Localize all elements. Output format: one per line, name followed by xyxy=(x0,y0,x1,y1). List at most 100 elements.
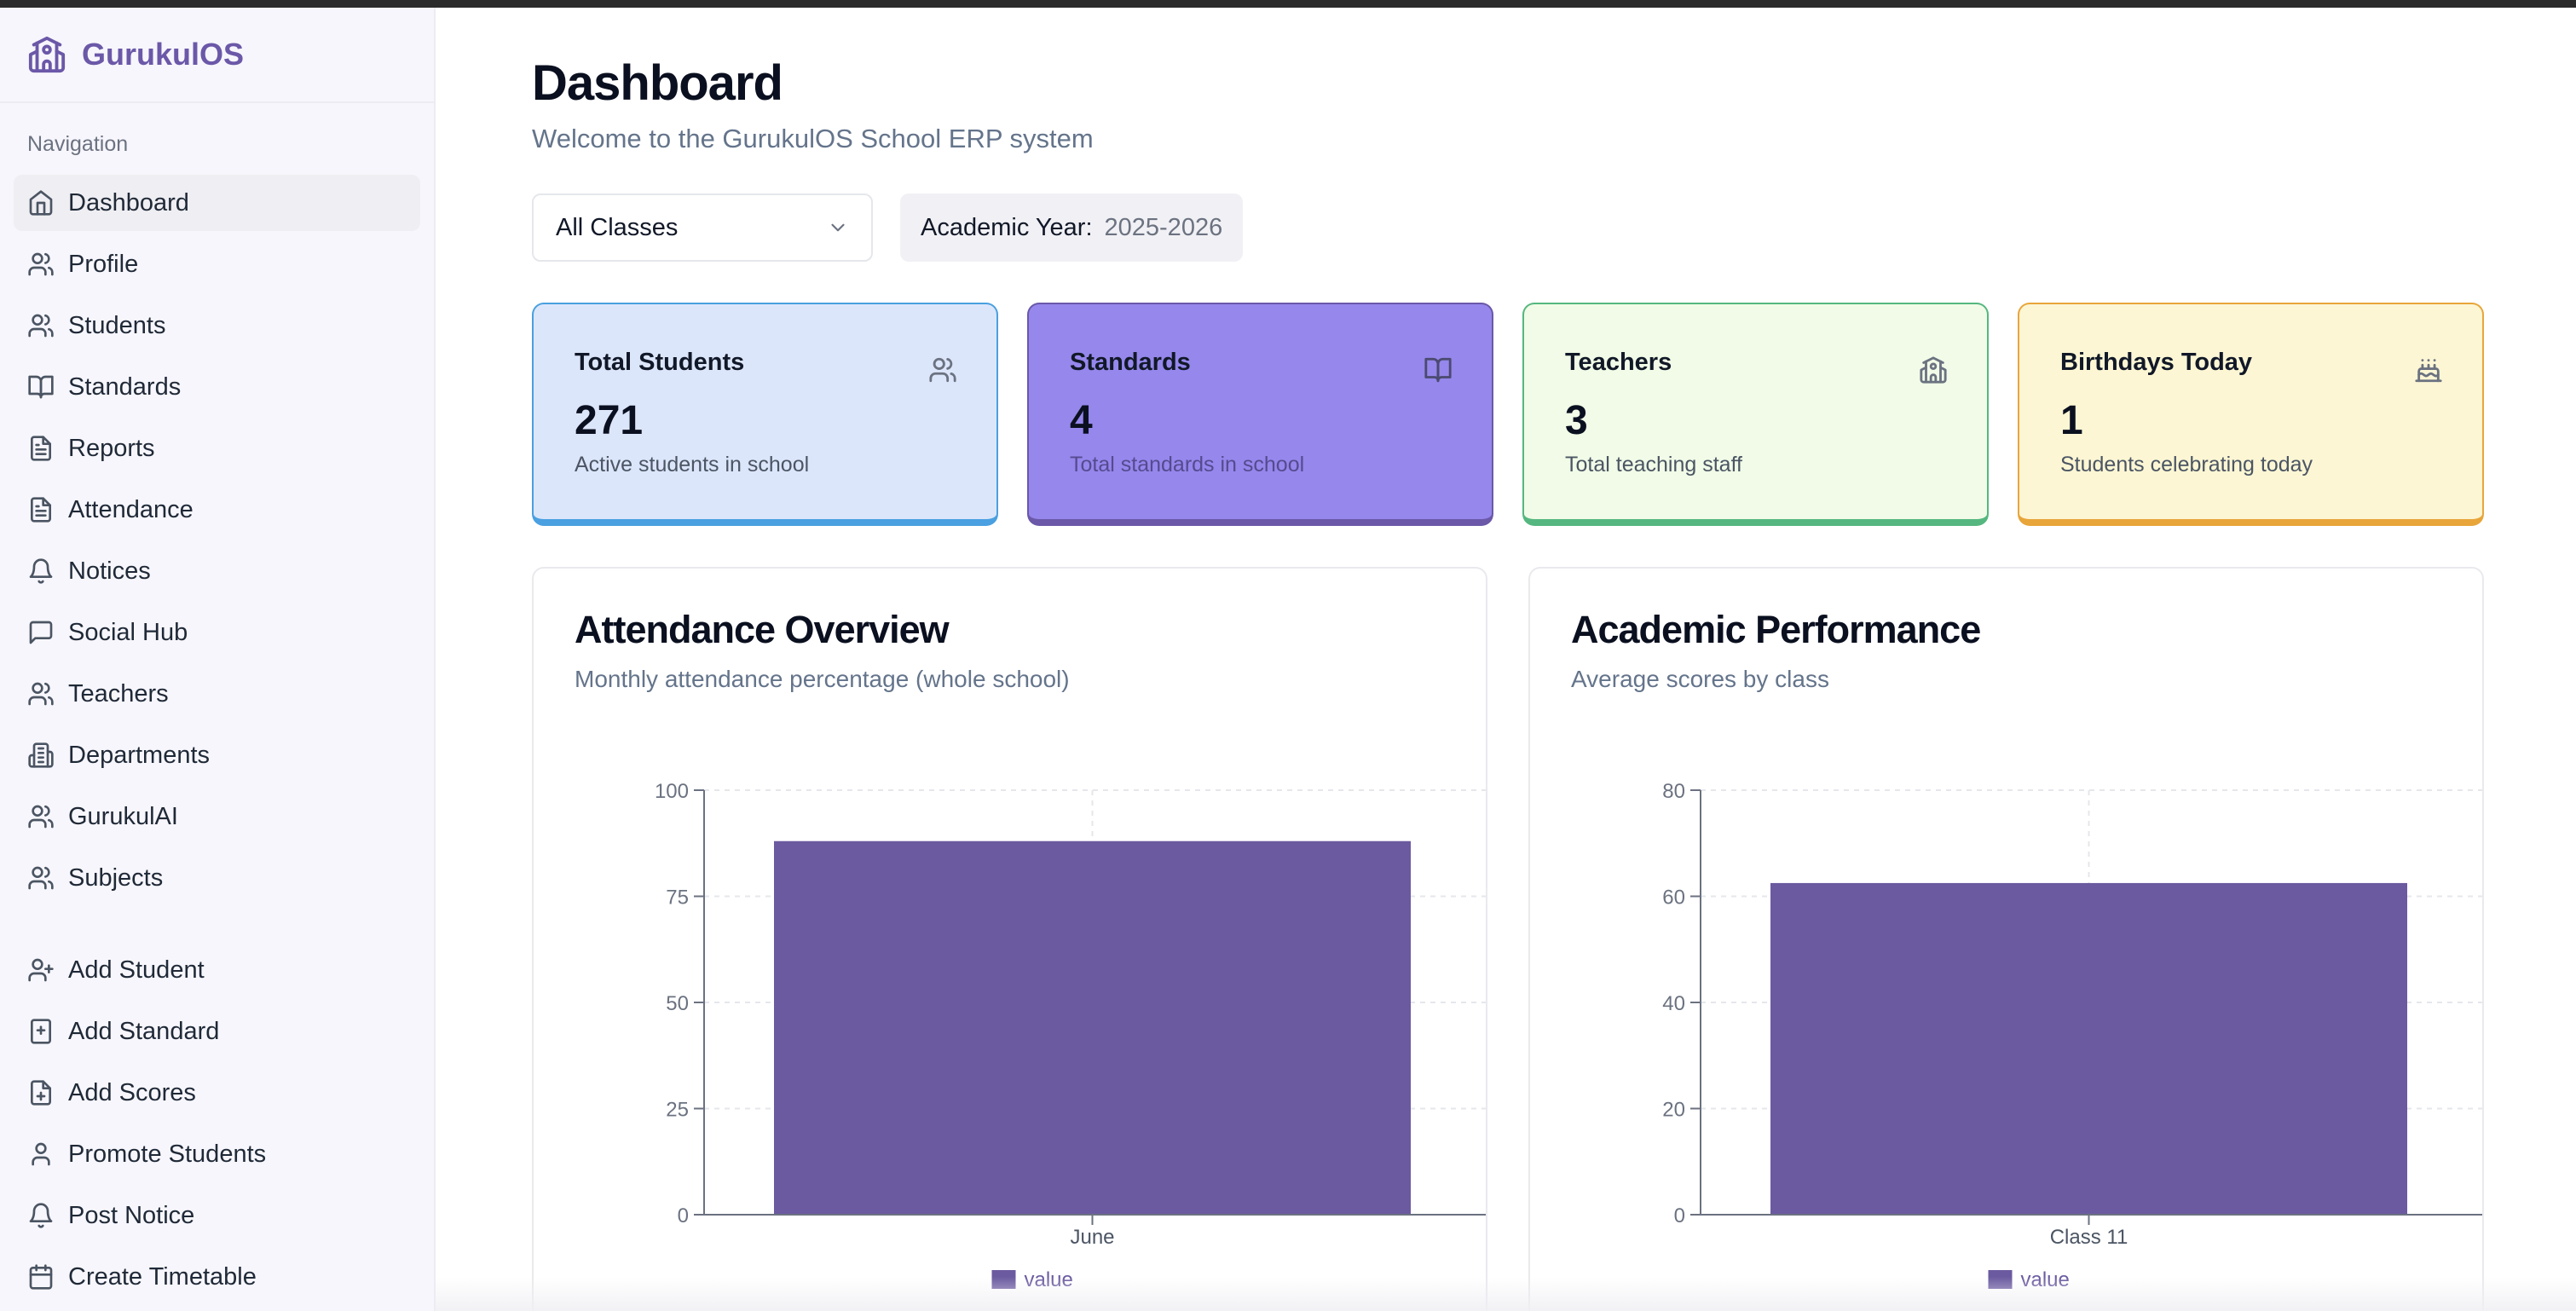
users-icon xyxy=(27,680,55,707)
users-icon xyxy=(928,355,957,384)
sidebar-item-post-notice[interactable]: Post Notice xyxy=(14,1187,420,1244)
sidebar-item-label: Create Timetable xyxy=(68,1262,257,1291)
sidebar-item-attendance[interactable]: Attendance xyxy=(14,482,420,538)
book-plus-icon xyxy=(27,1018,55,1045)
book-open-icon xyxy=(27,373,55,401)
class-select-value: All Classes xyxy=(556,213,679,241)
academic-year-value: 2025-2026 xyxy=(1104,213,1223,241)
sidebar-item-profile[interactable]: Profile xyxy=(14,236,420,292)
sidebar-item-standards[interactable]: Standards xyxy=(14,359,420,415)
chart-title: Academic Performance xyxy=(1571,608,1981,651)
nav-divider xyxy=(14,911,420,942)
sidebar-item-departments[interactable]: Departments xyxy=(14,727,420,783)
users-icon xyxy=(27,312,55,339)
filters-bar: All Classes Academic Year: 2025-2026 xyxy=(532,193,2484,262)
calendar-icon xyxy=(27,1263,55,1291)
performance-chart-panel: Academic Performance Average scores by c… xyxy=(1528,567,2484,1311)
sidebar-item-label: Students xyxy=(68,311,166,339)
sidebar-item-create-timetable[interactable]: Create Timetable xyxy=(14,1249,420,1305)
sidebar-item-label: Profile xyxy=(68,250,139,278)
user-plus-icon xyxy=(27,956,55,984)
stat-card-title: Birthdays Today xyxy=(2060,349,2253,376)
stat-card-birthdays[interactable]: Birthdays Today 1 Students celebrating t… xyxy=(2018,303,2484,526)
sidebar-item-add-standard[interactable]: Add Standard xyxy=(14,1003,420,1060)
sidebar-item-dashboard[interactable]: Dashboard xyxy=(14,175,420,231)
stat-card-value: 4 xyxy=(1070,398,1093,443)
sidebar-item-add-scores[interactable]: Add Scores xyxy=(14,1065,420,1121)
file-plus-icon xyxy=(27,1079,55,1106)
sidebar-item-social-hub[interactable]: Social Hub xyxy=(14,604,420,661)
stat-card-standards[interactable]: Standards 4 Total standards in school xyxy=(1027,303,1493,526)
sidebar-item-notices[interactable]: Notices xyxy=(14,543,420,599)
brand-name: GurukulOS xyxy=(82,37,245,72)
sidebar-item-subjects[interactable]: Subjects xyxy=(14,850,420,906)
legend-label[interactable]: value xyxy=(1025,1268,1073,1291)
attendance-chart-panel: Attendance Overview Monthly attendance p… xyxy=(532,567,1487,1311)
stat-card-title: Total Students xyxy=(575,349,745,376)
brand[interactable]: GurukulOS xyxy=(0,8,434,103)
class-select[interactable]: All Classes xyxy=(532,193,873,262)
sidebar-item-label: Add Student xyxy=(68,956,205,984)
sidebar-item-label: Add Scores xyxy=(68,1078,196,1106)
stat-card-teachers[interactable]: Teachers 3 Total teaching staff xyxy=(1522,303,1989,526)
stat-card-value: 1 xyxy=(2060,398,2083,443)
main-content: Dashboard Welcome to the GurukulOS Schoo… xyxy=(532,8,2484,1311)
nav-list: Dashboard Profile Students Standards Reports… xyxy=(0,175,434,1305)
page-subtitle: Welcome to the GurukulOS School ERP syst… xyxy=(532,124,1094,153)
sidebar-item-label: Social Hub xyxy=(68,618,188,646)
sidebar-item-label: Add Standard xyxy=(68,1017,220,1045)
nav-heading: Navigation xyxy=(27,132,129,156)
stat-card-desc: Total teaching staff xyxy=(1565,453,1743,476)
sidebar-item-label: Standards xyxy=(68,373,182,401)
y-tick-label: 100 xyxy=(655,780,689,803)
y-tick-label: 75 xyxy=(666,887,689,910)
building-icon xyxy=(27,742,55,769)
sidebar-item-students[interactable]: Students xyxy=(14,297,420,354)
stat-card-value: 271 xyxy=(575,398,644,443)
book-open-icon xyxy=(1424,355,1453,384)
y-tick-label: 25 xyxy=(666,1099,689,1122)
sidebar-item-reports[interactable]: Reports xyxy=(14,420,420,476)
stat-card-desc: Active students in school xyxy=(575,453,810,476)
bar[interactable] xyxy=(773,840,1412,1215)
sidebar-item-label: Post Notice xyxy=(68,1201,195,1229)
user-icon xyxy=(27,1141,55,1168)
sidebar-item-promote-students[interactable]: Promote Students xyxy=(14,1126,420,1182)
sidebar-item-label: Teachers xyxy=(68,679,169,707)
stat-card-value: 3 xyxy=(1565,398,1588,443)
sidebar-item-label: GurukulAI xyxy=(68,802,178,830)
stat-card-desc: Total standards in school xyxy=(1070,453,1305,476)
sidebar-item-gurukulai[interactable]: GurukulAI xyxy=(14,788,420,845)
stat-card-title: Teachers xyxy=(1565,349,1672,376)
stat-card-total-students[interactable]: Total Students 271 Active students in sc… xyxy=(532,303,998,526)
sidebar-item-label: Dashboard xyxy=(68,188,189,217)
page-title: Dashboard xyxy=(532,55,783,111)
message-square-icon xyxy=(27,619,55,646)
attendance-chart: 0 25 50 75 100 June value xyxy=(655,780,1486,1291)
x-tick-label: June xyxy=(1070,1226,1114,1249)
bar[interactable] xyxy=(1770,882,2408,1215)
file-text-icon xyxy=(27,435,55,462)
y-tick-label: 40 xyxy=(1662,992,1685,1015)
charts-row: Attendance Overview Monthly attendance p… xyxy=(532,567,2484,1311)
sidebar-item-label: Subjects xyxy=(68,863,164,892)
school-icon xyxy=(28,36,66,73)
y-tick-label: 0 xyxy=(678,1204,689,1227)
sidebar-item-teachers[interactable]: Teachers xyxy=(14,666,420,722)
sidebar-item-add-student[interactable]: Add Student xyxy=(14,942,420,998)
users-icon xyxy=(27,864,55,892)
sidebar-item-label: Attendance xyxy=(68,495,193,523)
y-tick-label: 60 xyxy=(1662,887,1685,910)
academic-year-label: Academic Year: xyxy=(921,213,1093,241)
legend-label[interactable]: value xyxy=(2021,1268,2070,1291)
chart-subtitle: Average scores by class xyxy=(1571,666,1829,692)
y-tick-label: 80 xyxy=(1662,780,1685,803)
y-tick-label: 20 xyxy=(1662,1099,1685,1122)
school-icon xyxy=(1919,355,1948,384)
stats-cards: Total Students 271 Active students in sc… xyxy=(532,303,2484,526)
sidebar: GurukulOS Navigation Dashboard Profile Stu… xyxy=(0,8,436,1311)
legend-swatch xyxy=(991,1270,1016,1289)
sidebar-item-label: Departments xyxy=(68,741,211,769)
users-icon xyxy=(27,803,55,830)
legend-swatch xyxy=(1988,1270,2013,1289)
